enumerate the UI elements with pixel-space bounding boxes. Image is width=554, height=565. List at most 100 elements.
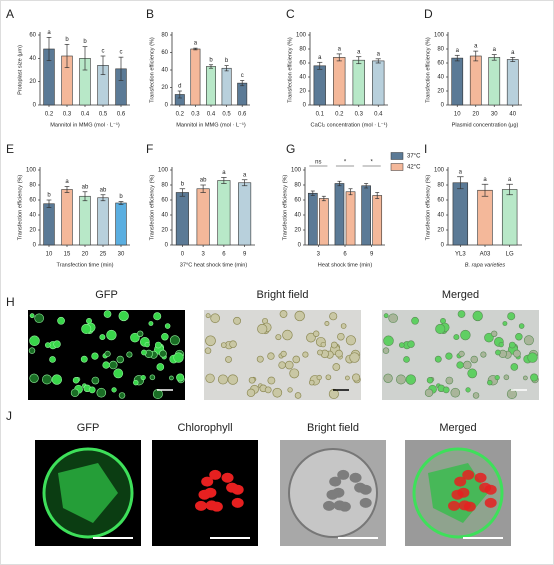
y-tick-label: 60 <box>437 198 444 204</box>
legend-label: 37°C <box>407 154 421 160</box>
chloroplast <box>451 489 464 500</box>
y-tick-label: 0 <box>33 243 37 249</box>
cell <box>325 374 332 381</box>
chloroplast <box>326 489 339 500</box>
x-tick-label: 0.5 <box>222 112 231 118</box>
cell <box>140 374 146 381</box>
cell <box>403 356 410 363</box>
bar <box>506 59 519 106</box>
cell <box>456 361 464 369</box>
x-tick-label: 0.3 <box>63 112 72 118</box>
cell <box>470 355 478 364</box>
significance-letter: b <box>209 57 213 63</box>
cell <box>498 342 504 348</box>
cell <box>294 310 305 322</box>
cell <box>503 374 510 381</box>
y-tick-label: 80 <box>161 33 168 39</box>
bar <box>79 195 91 246</box>
cell <box>388 313 398 324</box>
y-tick-label: 40 <box>299 75 306 81</box>
cell <box>159 349 167 358</box>
bar <box>61 189 73 246</box>
x-tick-label: 0.4 <box>81 112 90 118</box>
bar <box>175 192 189 246</box>
y-tick-label: 60 <box>29 33 36 39</box>
cell <box>317 349 323 356</box>
y-tick-label: 60 <box>161 198 168 204</box>
cell <box>225 356 232 363</box>
significance-mark: ns <box>315 160 321 166</box>
y-tick-label: 20 <box>437 228 444 234</box>
image-title: GFP <box>77 422 100 434</box>
y-axis-label: Transfection efficiency (%) <box>282 175 288 241</box>
significance-letter: a <box>243 172 247 178</box>
cell <box>42 374 52 385</box>
legend-swatch <box>390 152 404 160</box>
cell <box>34 313 44 324</box>
cell <box>169 335 180 346</box>
cell <box>491 330 498 337</box>
significance-letter: a <box>474 44 478 50</box>
cell <box>345 375 350 381</box>
cell <box>44 342 51 348</box>
x-tick-label: 9 <box>243 252 247 258</box>
significance-letter: b <box>119 194 123 200</box>
cell <box>324 321 330 326</box>
y-tick-label: 60 <box>294 198 301 204</box>
cell <box>383 313 389 319</box>
cell <box>70 388 80 397</box>
cell <box>426 377 434 384</box>
cell <box>329 312 338 321</box>
y-axis-label: Transfection efficiency (%) <box>17 175 23 241</box>
cell <box>205 335 216 347</box>
x-axis-label: 37°C heat shock time (min) <box>180 262 248 268</box>
x-tick-label: 0.2 <box>335 112 344 118</box>
cell <box>349 352 360 363</box>
y-tick-label: 20 <box>294 228 301 234</box>
cell <box>103 310 112 318</box>
x-tick-label: 40 <box>509 112 516 118</box>
cell <box>467 368 478 379</box>
cell <box>282 329 293 341</box>
cell <box>405 374 416 385</box>
cell <box>382 347 390 354</box>
x-axis-label: Mannitol in MMG (mol · L⁻¹) <box>50 122 120 128</box>
image-title: Merged <box>439 422 476 434</box>
cell <box>278 361 286 369</box>
cell <box>229 340 237 348</box>
cell <box>91 352 99 360</box>
cell <box>472 392 480 399</box>
x-axis-label: B. rapa varieties <box>465 262 506 268</box>
chloroplast <box>359 484 372 495</box>
cell <box>302 351 309 358</box>
cell <box>99 334 106 341</box>
cell <box>335 349 343 358</box>
cell <box>411 316 419 325</box>
cell <box>292 355 301 364</box>
cell <box>205 373 215 383</box>
significance-letter: a <box>483 177 487 183</box>
x-tick-label: 0.6 <box>117 112 126 118</box>
panel-label: H <box>6 295 15 309</box>
significance-mark: * <box>344 160 347 166</box>
chloroplast <box>323 500 336 511</box>
significance-letter: a <box>338 46 342 52</box>
cell <box>320 341 326 348</box>
y-tick-label: 40 <box>161 68 168 74</box>
bar <box>372 195 383 246</box>
bar <box>313 65 326 106</box>
chloroplast <box>205 500 218 511</box>
cell <box>109 360 118 370</box>
cell <box>29 313 35 319</box>
cell <box>118 392 126 399</box>
cell <box>153 312 162 321</box>
y-tick-label: 80 <box>161 183 168 189</box>
panel-label: I <box>424 142 427 156</box>
y-tick-label: 100 <box>434 33 445 39</box>
cell <box>141 349 147 356</box>
cell <box>51 374 62 385</box>
chloroplast <box>201 476 214 487</box>
cell <box>463 360 472 370</box>
x-axis-label: Plasmid concentration (μg) <box>452 122 519 128</box>
bar <box>307 192 318 246</box>
